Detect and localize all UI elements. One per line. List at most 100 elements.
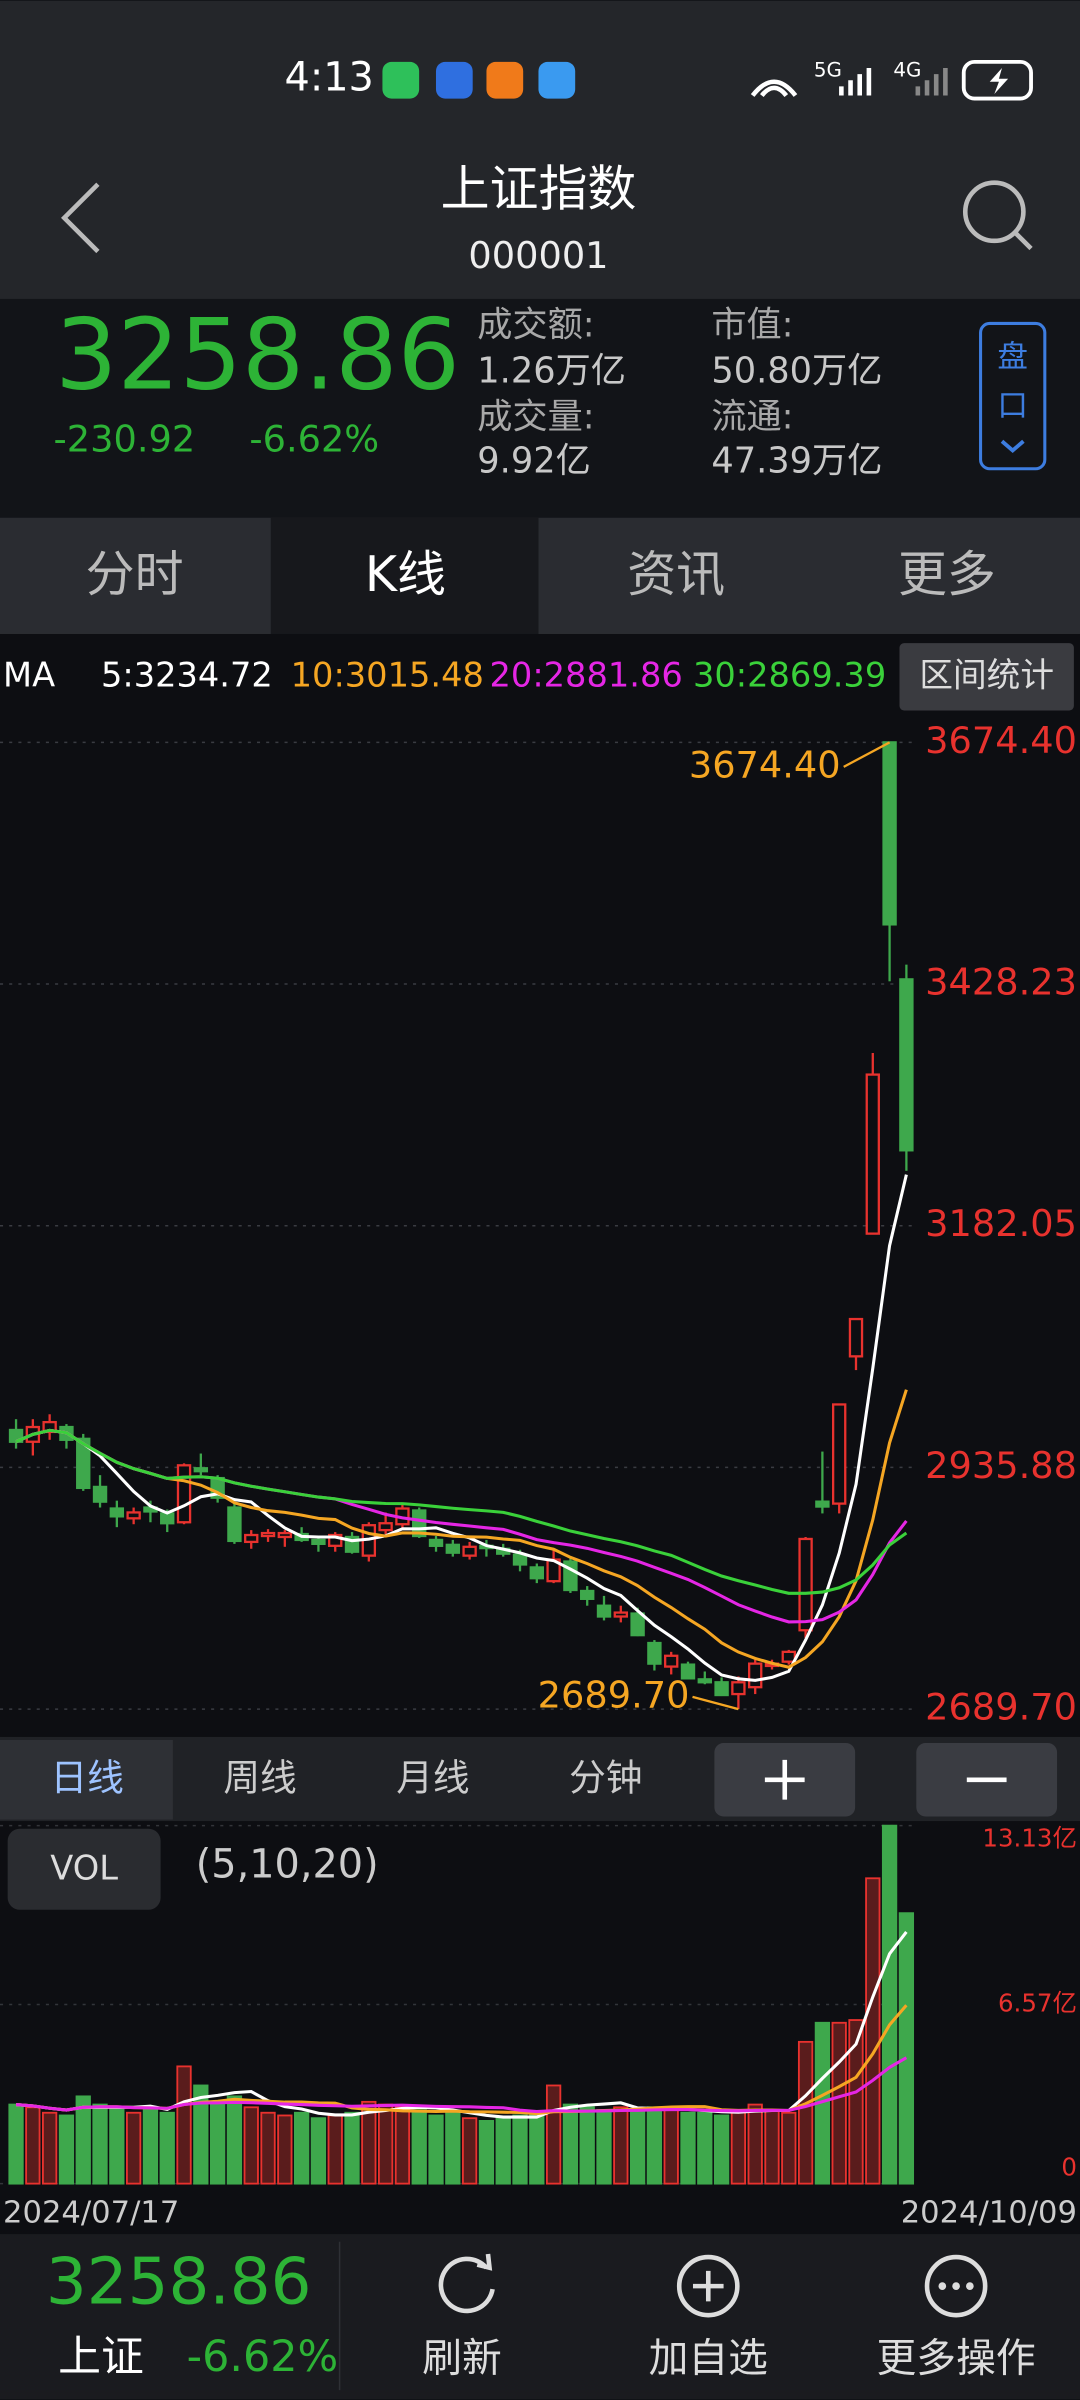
app-icon [486, 61, 524, 99]
candle-body [831, 1403, 847, 1505]
vol-bar [260, 2111, 276, 2185]
vol-bar [377, 2103, 394, 2185]
period-tab[interactable]: 分钟 [569, 1756, 642, 1799]
vol-bar [495, 2117, 511, 2185]
candle-body [798, 1537, 813, 1632]
vol-bar [126, 2111, 142, 2185]
tab[interactable]: 更多 [898, 546, 996, 603]
vol-bar [277, 2114, 293, 2185]
vol-bar [461, 2117, 478, 2185]
header-bg [0, 0, 1080, 299]
price: 3258.86 [55, 299, 460, 413]
action-label: 刷新 [422, 2336, 502, 2382]
app-icon [435, 61, 473, 99]
vol-bar [680, 2111, 696, 2185]
refresh-icon [438, 2256, 495, 2314]
vol-bar [25, 2106, 41, 2185]
vol-bar [512, 2114, 528, 2185]
network: 4G [893, 59, 921, 82]
annotation: 3674.40 [689, 743, 841, 786]
app-icon [382, 61, 420, 99]
vol-params: (5,10,20) [196, 1841, 379, 1887]
vol-bar [75, 2095, 91, 2185]
vol-bar [629, 2109, 646, 2185]
tab[interactable]: 资讯 [627, 546, 725, 603]
vol-bar [310, 2117, 327, 2185]
period-tab[interactable]: 周线 [223, 1756, 296, 1799]
y-tick-label: 3674.40 [925, 719, 1077, 762]
candle-body [815, 1500, 830, 1508]
footer-name: 上证 [58, 2332, 144, 2382]
candle-body [781, 1650, 796, 1663]
ma-legend: 5:3234.72 [101, 655, 273, 694]
candle-body [378, 1522, 393, 1532]
candle-body [865, 1073, 880, 1235]
stats-button[interactable] [899, 643, 1074, 711]
candle-body [664, 1654, 679, 1668]
vol-bar [226, 2095, 243, 2185]
vol-bar [663, 2109, 679, 2185]
candle-body [731, 1681, 746, 1696]
value: 47.39万亿 [711, 441, 882, 482]
candle-body [126, 1511, 141, 1520]
tab[interactable]: K线 [365, 546, 446, 603]
vol-bar [478, 2120, 495, 2185]
label: 流通: [711, 396, 793, 437]
vol-title: VOL [50, 1849, 118, 1888]
candle-body [899, 978, 914, 1152]
title: 上证指数 [441, 160, 637, 217]
footer-pct: -6.62% [187, 2332, 339, 2382]
annotation-line [692, 1695, 739, 1711]
annotation: 2689.70 [538, 1673, 690, 1716]
tab-active-bg [270, 517, 539, 634]
y-tick-label: 3428.23 [925, 961, 1077, 1004]
ma-legend: 20:2881.86 [490, 655, 683, 694]
vol-bar [159, 2111, 175, 2185]
vol-bar [8, 2103, 24, 2185]
label: 成交额: [477, 305, 594, 346]
candle-body [580, 1589, 595, 1600]
candle-body [109, 1507, 125, 1518]
more-button[interactable]: 更多操作 [877, 2254, 1036, 2382]
vol-tick-label: 13.13亿 [982, 1823, 1077, 1852]
vol-bar [848, 2019, 864, 2185]
refresh-icon [476, 2253, 493, 2271]
battery [961, 59, 1033, 101]
vol-bar [596, 2109, 612, 2185]
candle-body [714, 1681, 729, 1697]
ma-line [15, 1389, 908, 1669]
back-button[interactable] [61, 182, 100, 254]
watch-button[interactable]: 加自选 [649, 2254, 768, 2382]
vol-bar [58, 2114, 75, 2185]
vol-bar [730, 2109, 747, 2185]
x-tick-label: 2024/07/17 [3, 2196, 179, 2231]
candle-body [428, 1538, 444, 1547]
vol-bar [697, 2111, 713, 2185]
tab[interactable]: 分时 [86, 546, 184, 603]
chevron [1000, 439, 1025, 453]
app-icon [538, 61, 576, 99]
candle-body [630, 1612, 645, 1637]
label: 市值: [711, 305, 793, 346]
vol-bar [579, 2106, 595, 2185]
period-tab[interactable]: 日线 [50, 1756, 123, 1799]
search-icon [1014, 231, 1033, 251]
period-active-bg [0, 1740, 173, 1820]
button-text: 盘 [997, 340, 1028, 375]
candle-body [462, 1545, 477, 1557]
vol-tick-label: 0 [1061, 2152, 1077, 2181]
candle-body [92, 1485, 108, 1503]
vol-button[interactable] [7, 1828, 161, 1910]
period-tab[interactable]: 月线 [396, 1756, 469, 1799]
button-frame [979, 321, 1047, 471]
refresh-button[interactable]: 刷新 [422, 2253, 502, 2382]
search-button[interactable] [962, 180, 1033, 251]
vol-bar [394, 2106, 411, 2185]
value: 9.92亿 [477, 441, 591, 482]
ma-label: MA [3, 655, 55, 694]
vol-ma-line [15, 2056, 908, 2114]
battery-bolt [989, 67, 1009, 94]
vol-bar [327, 2114, 343, 2185]
depth-button[interactable]: 盘 口 [979, 321, 1047, 471]
